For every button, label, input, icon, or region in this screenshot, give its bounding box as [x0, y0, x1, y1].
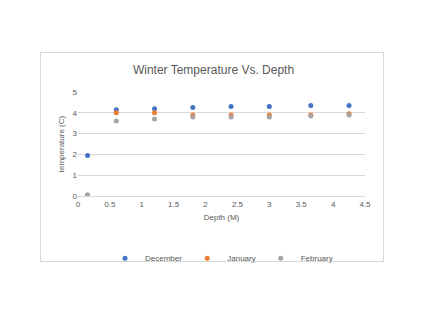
svg-text:4: 4 — [331, 200, 336, 209]
svg-text:Depth (M): Depth (M) — [204, 213, 240, 222]
svg-text:January: January — [227, 254, 255, 263]
svg-text:1: 1 — [73, 171, 78, 180]
svg-text:2: 2 — [73, 150, 78, 159]
svg-text:1.5: 1.5 — [168, 200, 180, 209]
svg-text:Winter Temperature Vs. Depth: Winter Temperature Vs. Depth — [133, 63, 294, 77]
svg-text:0: 0 — [76, 200, 81, 209]
svg-text:3: 3 — [73, 129, 78, 138]
svg-text:3: 3 — [267, 200, 272, 209]
svg-text:temperature (C): temperature (C) — [57, 115, 66, 172]
svg-text:0.5: 0.5 — [104, 200, 116, 209]
svg-text:5: 5 — [73, 88, 78, 97]
svg-text:2.5: 2.5 — [232, 200, 244, 209]
svg-text:3.5: 3.5 — [296, 200, 308, 209]
svg-text:4.5: 4.5 — [359, 200, 371, 209]
svg-text:1: 1 — [140, 200, 145, 209]
svg-text:0: 0 — [73, 192, 78, 201]
svg-text:4: 4 — [73, 109, 78, 118]
svg-text:February: February — [301, 254, 333, 263]
svg-text:2: 2 — [203, 200, 208, 209]
svg-text:December: December — [145, 254, 182, 263]
